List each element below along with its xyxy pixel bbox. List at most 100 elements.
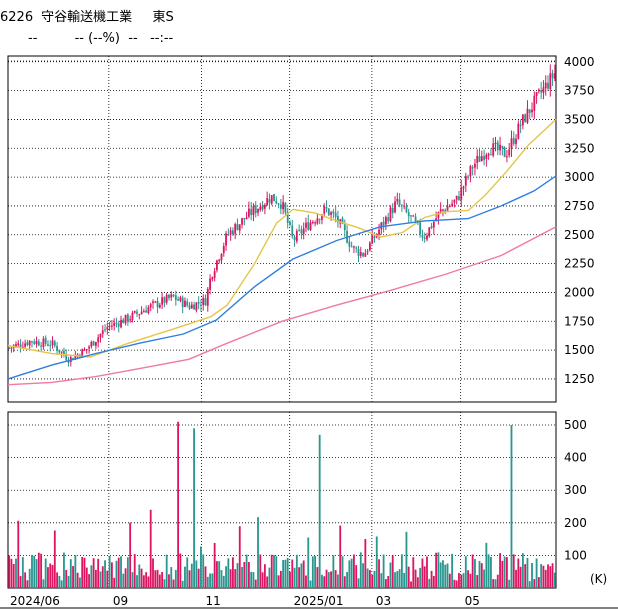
- candle-body: [298, 229, 301, 231]
- volume-bar: [268, 567, 271, 588]
- candle-body: [158, 304, 161, 308]
- candle-body: [145, 310, 148, 313]
- volume-bar: [177, 421, 180, 588]
- volume-bar: [60, 580, 63, 588]
- volume-bar: [8, 555, 11, 588]
- volume-bar: [222, 575, 225, 588]
- volume-bar: [289, 571, 291, 588]
- candle-body: [138, 314, 141, 316]
- candle-body: [508, 149, 511, 156]
- candle-body: [535, 91, 538, 96]
- candle-body: [85, 348, 88, 350]
- candle-body: [142, 311, 145, 313]
- candle-body: [382, 221, 385, 226]
- price-tick-label: 1500: [564, 343, 595, 357]
- candle-body: [195, 302, 198, 311]
- candle-body: [202, 297, 205, 305]
- volume-bar: [414, 569, 417, 588]
- candle-body: [186, 301, 189, 306]
- volume-bar: [115, 560, 118, 588]
- volume-bar: [220, 570, 223, 588]
- candle-body: [222, 245, 225, 254]
- candle-body: [19, 344, 22, 348]
- stock-code: 6226: [0, 10, 34, 25]
- candle-body: [446, 206, 449, 211]
- candle-body: [494, 143, 497, 145]
- candle-body: [231, 230, 234, 235]
- candle-body: [147, 307, 150, 314]
- candle-body: [284, 202, 287, 213]
- volume-bar: [247, 562, 250, 588]
- volume-bar: [462, 573, 465, 588]
- candle-body: [254, 205, 257, 213]
- volume-bar: [213, 542, 216, 588]
- candle-body: [122, 319, 125, 324]
- volume-bar: [85, 567, 88, 588]
- volume-bar: [284, 559, 287, 588]
- candle-body: [53, 341, 56, 346]
- volume-bar: [517, 558, 520, 588]
- candle-body: [31, 341, 33, 343]
- volume-bar: [49, 563, 52, 588]
- volume-bar: [142, 575, 145, 588]
- candle-body: [419, 222, 422, 235]
- volume-bar: [311, 556, 314, 588]
- candle-body: [353, 246, 355, 248]
- quote-header: 6226 守谷輸送機工業 東S: [0, 6, 182, 25]
- candle-body: [225, 233, 227, 246]
- price-value: --: [28, 31, 38, 46]
- volume-bar: [229, 569, 232, 588]
- candle-body: [181, 297, 184, 308]
- volume-bar: [245, 554, 248, 588]
- volume-bar: [524, 564, 527, 588]
- volume-bar: [257, 517, 259, 588]
- volume-bar: [300, 563, 303, 588]
- volume-bar: [106, 570, 109, 588]
- candle-body: [448, 206, 451, 208]
- candle-body: [8, 347, 11, 349]
- candle-body: [526, 108, 529, 123]
- candle-body: [245, 217, 248, 219]
- candle-body: [540, 90, 543, 93]
- volume-tick-label: 500: [564, 418, 587, 432]
- volume-bar: [428, 578, 431, 588]
- volume-bar: [448, 573, 451, 588]
- candle-body: [309, 222, 312, 230]
- volume-bar: [508, 579, 511, 588]
- candle-body: [213, 271, 216, 278]
- volume-bar: [273, 555, 275, 588]
- volume-tick-label: 300: [564, 483, 587, 497]
- candle-body: [266, 198, 269, 206]
- volume-bar: [496, 574, 499, 588]
- candle-body: [243, 218, 246, 220]
- volume-bar: [451, 553, 454, 588]
- candle-body: [170, 294, 173, 298]
- volume-bar: [515, 569, 517, 588]
- candle-body: [35, 340, 38, 345]
- candle-body: [90, 341, 93, 347]
- volume-bar: [88, 574, 90, 588]
- volume-bar: [364, 539, 367, 588]
- candle-body: [544, 82, 547, 89]
- candle-body: [206, 288, 209, 306]
- volume-bar: [117, 557, 120, 588]
- candle-body: [216, 260, 218, 271]
- x-tick-label: 11: [205, 594, 220, 608]
- volume-bar: [69, 559, 72, 588]
- candle-body: [357, 248, 360, 256]
- candle-body: [28, 340, 31, 346]
- volume-bar: [108, 555, 111, 588]
- candle-body: [37, 341, 40, 346]
- volume-bar: [129, 522, 132, 588]
- candle-body: [17, 343, 20, 345]
- candle-body: [161, 297, 164, 305]
- candle-body: [398, 199, 401, 206]
- volume-bar: [293, 567, 296, 588]
- candle-body: [49, 345, 52, 347]
- volume-bar: [334, 570, 337, 588]
- volume-bar: [485, 542, 488, 588]
- candle-body: [131, 312, 134, 320]
- volume-bar: [140, 568, 143, 588]
- volume-bar: [26, 580, 29, 588]
- volume-bar: [398, 569, 401, 588]
